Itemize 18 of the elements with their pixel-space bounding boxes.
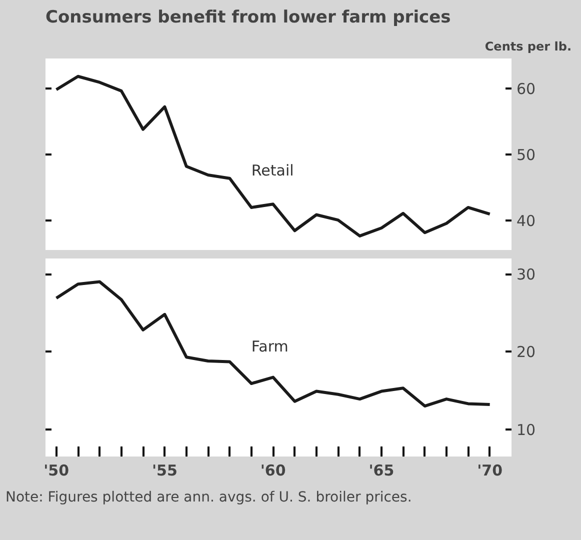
y-tick-label: 30 [516,266,536,284]
x-tick-label: '60 [260,462,286,480]
x-tick-label: '50 [44,462,70,480]
chart-title: Consumers benefit from lower farm prices [46,8,451,28]
x-tick-label: '55 [152,462,178,480]
y-axis-title: Cents per lb. [484,40,572,54]
line-series [54,280,492,408]
series-label: Retail [251,161,294,180]
x-tick-label: '70 [477,462,503,480]
y-tick-label: 60 [516,80,536,98]
y-tick-label: 40 [516,212,536,230]
x-tick-label: '65 [368,462,394,480]
text: Note: Figures plotted are ann. avgs. of U. S. broiler prices. [6,490,412,506]
y-tick-label: 50 [516,146,536,164]
series-label: Farm [251,338,288,356]
y-tick-label: 10 [516,420,536,439]
line-series [54,74,492,238]
y-tick-label: 20 [516,343,536,362]
